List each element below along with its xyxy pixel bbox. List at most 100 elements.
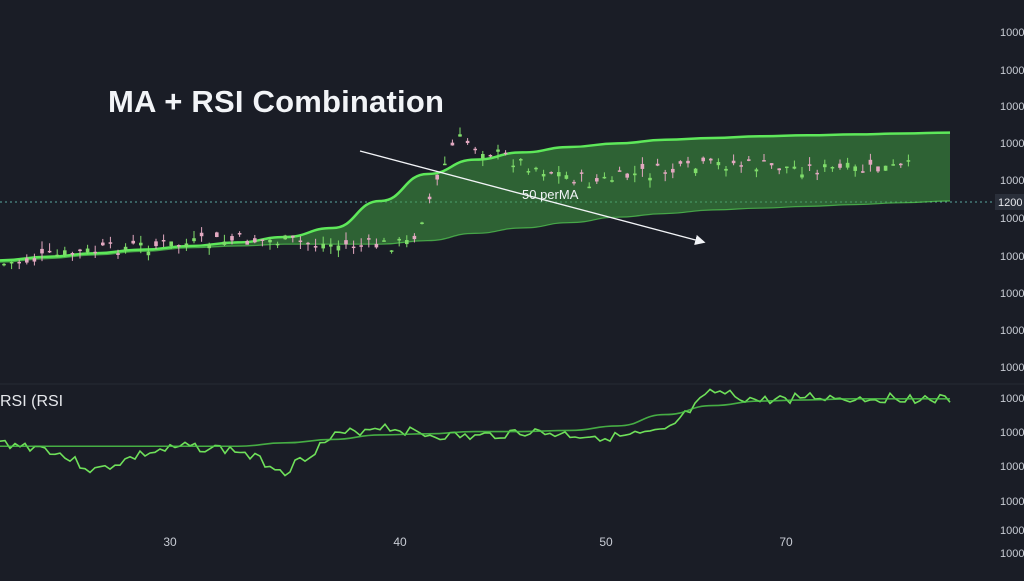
- candle-body: [313, 246, 318, 248]
- candle-body: [648, 177, 652, 181]
- candle-body: [830, 167, 835, 169]
- candle-body: [443, 163, 447, 166]
- candle-body: [481, 154, 485, 159]
- candle-body: [709, 158, 713, 161]
- candle-body: [610, 180, 614, 182]
- candle-body: [63, 250, 67, 256]
- candle-body: [321, 243, 325, 249]
- candle-body: [716, 162, 721, 166]
- candle-body: [359, 245, 363, 247]
- y-tick-label: 10000: [1000, 362, 1024, 374]
- x-tick-label: 50: [599, 535, 613, 549]
- rsi-y-tick-label: 10000: [1000, 496, 1024, 508]
- candle-body: [496, 149, 500, 152]
- y-tick-label: 10000: [1000, 288, 1024, 300]
- candle-body: [534, 167, 538, 170]
- candle-body: [146, 251, 151, 256]
- candle-body: [640, 163, 645, 169]
- candle-body: [564, 175, 569, 179]
- chart-title: MA + RSI Combination: [108, 84, 445, 119]
- rsi-panel-label: RSI (RSI: [0, 393, 64, 410]
- candle-body: [367, 238, 371, 240]
- candle-body: [25, 258, 29, 263]
- candle-body: [838, 163, 842, 168]
- candle-body: [123, 246, 128, 251]
- candle-body: [473, 148, 477, 151]
- candle-body: [108, 242, 113, 244]
- candle-body: [587, 186, 591, 189]
- rsi-y-tick-label: 10000: [1000, 427, 1024, 439]
- y-tick-label: 10000: [1000, 101, 1024, 113]
- candle-body: [861, 171, 865, 173]
- candle-body: [283, 235, 287, 240]
- candle-body: [237, 233, 242, 235]
- rsi-y-tick-label: 10000: [1000, 393, 1024, 405]
- candle-body: [883, 165, 888, 171]
- candle-body: [686, 160, 690, 164]
- candle-body: [633, 173, 637, 176]
- candle-body: [55, 254, 59, 257]
- price-badge-label: 1200: [998, 197, 1022, 209]
- candle-body: [306, 242, 310, 245]
- y-tick-label: 10000: [1000, 325, 1024, 337]
- candle-body: [595, 178, 599, 182]
- candle-body: [557, 172, 561, 177]
- candle-body: [70, 252, 75, 255]
- candle-body: [47, 250, 52, 253]
- candle-body: [526, 171, 531, 173]
- candle-body: [154, 241, 158, 247]
- candle-body: [853, 166, 857, 171]
- y-tick-label: 10000: [1000, 251, 1024, 263]
- candle-body: [230, 236, 234, 241]
- candle-body: [876, 166, 880, 172]
- candle-body: [192, 238, 196, 242]
- candle-body: [678, 161, 683, 164]
- candle-body: [807, 164, 812, 166]
- candle-body: [222, 241, 227, 245]
- annotation-arrow: [359, 150, 706, 246]
- y-tick-label: 10000: [1000, 27, 1024, 39]
- candle-body: [579, 172, 584, 174]
- candle-body: [101, 242, 105, 246]
- candle-body: [488, 154, 493, 157]
- candle-body: [891, 164, 895, 166]
- candle-body: [777, 168, 781, 171]
- candle-body: [769, 163, 774, 166]
- x-tick-label: 70: [779, 535, 793, 549]
- rsi-y-tick-label: 10000: [1000, 525, 1024, 537]
- candle-body: [245, 241, 249, 245]
- candle-body: [199, 232, 204, 237]
- candle-body: [823, 164, 827, 168]
- candle-body: [9, 261, 14, 264]
- candle-body: [93, 251, 97, 254]
- y-tick-label: 10000: [1000, 213, 1024, 225]
- price-badge: [995, 194, 1024, 210]
- candle-body: [17, 261, 21, 264]
- candle-body: [2, 263, 6, 266]
- candle-body: [655, 163, 660, 166]
- candle-body: [693, 168, 698, 174]
- candle-body: [503, 152, 508, 155]
- candle-body: [344, 240, 348, 245]
- candle-body: [351, 246, 356, 249]
- candle-body: [671, 168, 675, 173]
- y-tick-label: 10000: [1000, 138, 1024, 150]
- x-tick-label: 40: [393, 535, 407, 549]
- candle-body: [845, 162, 850, 168]
- rsi-y-tick-label: 10000: [1000, 461, 1024, 473]
- candle-body: [161, 239, 166, 242]
- candle-body: [329, 244, 333, 247]
- candle-body: [800, 174, 804, 178]
- candle-body: [389, 250, 394, 252]
- candle-body: [762, 160, 766, 162]
- candle-body: [412, 235, 417, 240]
- candle-body: [397, 238, 401, 241]
- candle-body: [815, 172, 819, 175]
- candle-body: [139, 242, 143, 246]
- y-tick-label: 10000: [1000, 65, 1024, 77]
- candle-body: [572, 181, 576, 184]
- candle-body: [40, 248, 44, 254]
- y-tick-label: 10000: [1000, 175, 1024, 187]
